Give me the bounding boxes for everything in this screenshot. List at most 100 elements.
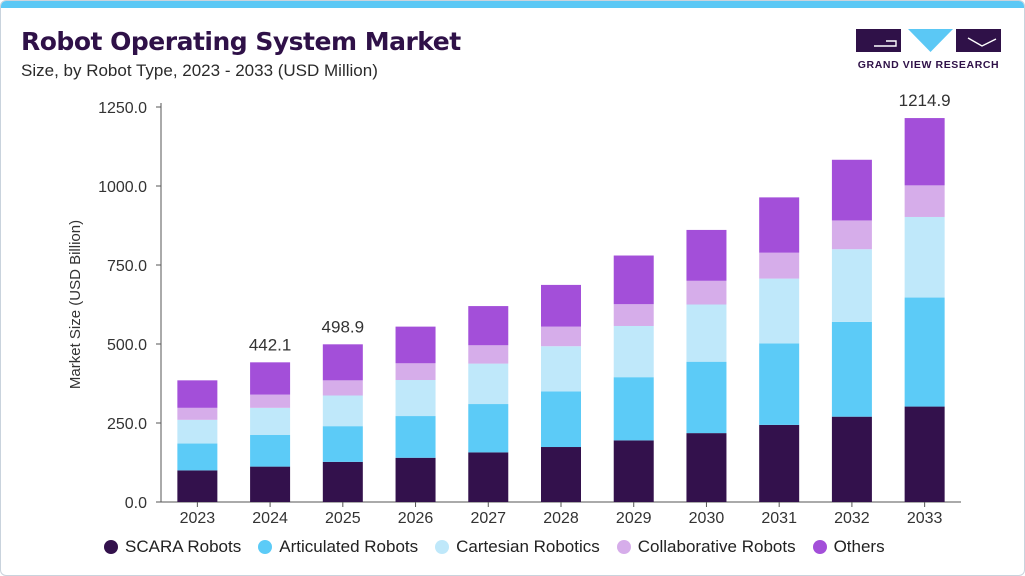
bar-segment-cartesian-robotics [613,325,654,378]
bar-segment-collaborative-robots [613,304,654,326]
bar-segment-cartesian-robotics [177,419,218,444]
bar-segment-others [831,159,872,221]
bar-segment-cartesian-robotics [686,304,727,362]
bar-segment-others [904,118,945,186]
legend-item-scara-robots: SCARA Robots [104,537,241,557]
chart-legend: SCARA Robots Articulated Robots Cartesian … [104,537,902,557]
bar-segment-collaborative-robots [541,326,581,347]
grand-view-research-logo: GRAND VIEW RESEARCH [856,29,1001,71]
data-label-total: 1214.9 [899,91,951,110]
y-axis-title: Market Size (USD Billion) [67,220,84,389]
bar-segment-scara-robots [904,406,945,502]
bar-segment-collaborative-robots [322,380,363,396]
legend-item-others: Others [812,537,885,557]
bar-segment-scara-robots [250,466,291,502]
bar-segment-others [322,344,363,381]
x-tick-label: 2027 [470,510,506,527]
bar-segment-others [541,284,581,327]
bar-segment-collaborative-robots [831,220,872,250]
bar-segment-others [686,229,727,281]
y-tick-label: 0.0 [125,495,147,512]
bar-segment-cartesian-robotics [541,346,581,392]
bar-segment-cartesian-robotics [395,380,436,417]
bar-segment-scara-robots [395,457,436,502]
bar-segment-articulated-robots [904,297,945,407]
y-tick-label: 500.0 [107,337,147,354]
bar-segment-others [759,197,800,253]
y-tick-label: 1000.0 [98,179,147,196]
x-tick-label: 2031 [761,510,797,527]
legend-item-cartesian-robotics: Cartesian Robotics [435,537,600,557]
x-tick-label: 2024 [252,510,288,527]
bar-segment-articulated-robots [395,416,436,458]
bar-segment-articulated-robots [686,361,727,434]
bar-segment-scara-robots [322,461,363,502]
bar-segment-others [468,306,509,346]
legend-label: Collaborative Robots [637,537,796,556]
bar-segment-cartesian-robotics [831,249,872,322]
legend-label: Others [833,537,885,556]
legend-swatch [104,540,118,554]
bar-segment-scara-robots [686,433,727,502]
bar-segment-others [177,380,218,408]
bar-segment-articulated-robots [831,321,872,417]
legend-label: Cartesian Robotics [456,537,600,556]
x-tick-label: 2033 [907,510,943,527]
bar-segment-others [613,255,654,305]
bar-segment-collaborative-robots [468,345,509,364]
bar-segment-scara-robots [177,470,218,502]
x-tick-label: 2030 [689,510,725,527]
x-tick-label: 2028 [543,510,579,527]
bar-segment-collaborative-robots [177,407,218,420]
legend-swatch [435,540,450,554]
bar-segment-cartesian-robotics [904,216,945,298]
bar-segment-scara-robots [468,452,509,502]
bar-segment-articulated-robots [759,343,800,425]
legend-item-articulated-robots: Articulated Robots [258,537,418,557]
bar-segment-articulated-robots [468,404,509,453]
bar-segment-collaborative-robots [759,252,800,279]
y-tick-label: 250.0 [107,416,147,433]
bar-segment-cartesian-robotics [250,407,291,436]
bar-segment-articulated-robots [613,377,654,441]
accent-top-bar [1,1,1024,8]
bar-segment-collaborative-robots [686,280,727,305]
x-tick-label: 2026 [398,510,434,527]
bar-segment-scara-robots [831,416,872,502]
bar-segment-scara-robots [759,424,800,502]
bar-segment-cartesian-robotics [759,278,800,344]
bar-segment-scara-robots [613,440,654,502]
bar-segment-others [395,326,436,364]
bar-segment-collaborative-robots [395,363,436,381]
chart-title: Robot Operating System Market [21,27,461,56]
legend-swatch [812,540,827,554]
bar-segment-articulated-robots [177,443,218,471]
bar-segment-collaborative-robots [250,394,291,408]
bar-segment-articulated-robots [541,391,581,448]
legend-swatch [258,540,273,554]
data-label-total: 498.9 [322,317,365,336]
bar-segment-articulated-robots [322,426,363,462]
x-tick-label: 2025 [325,510,361,527]
y-tick-label: 750.0 [107,258,147,275]
legend-item-collaborative-robots: Collaborative Robots [616,537,796,557]
bar-segment-articulated-robots [250,435,291,467]
x-tick-label: 2032 [834,510,870,527]
logo-mark-icon [856,29,1001,52]
legend-label: Articulated Robots [279,537,419,556]
x-tick-label: 2029 [616,510,652,527]
legend-label: SCARA Robots [125,537,242,556]
bar-segment-cartesian-robotics [468,363,509,405]
bar-segment-collaborative-robots [904,185,945,217]
bar-segment-scara-robots [541,447,581,502]
bar-segment-others [250,362,291,395]
data-label-total: 442.1 [249,335,292,354]
y-tick-label: 1250.0 [98,100,147,117]
chart-subtitle: Size, by Robot Type, 2023 - 2033 (USD Mi… [21,61,378,80]
bar-segment-cartesian-robotics [322,395,363,427]
logo-text: GRAND VIEW RESEARCH [857,59,1000,71]
x-tick-label: 2023 [180,510,216,527]
legend-swatch [616,540,631,554]
